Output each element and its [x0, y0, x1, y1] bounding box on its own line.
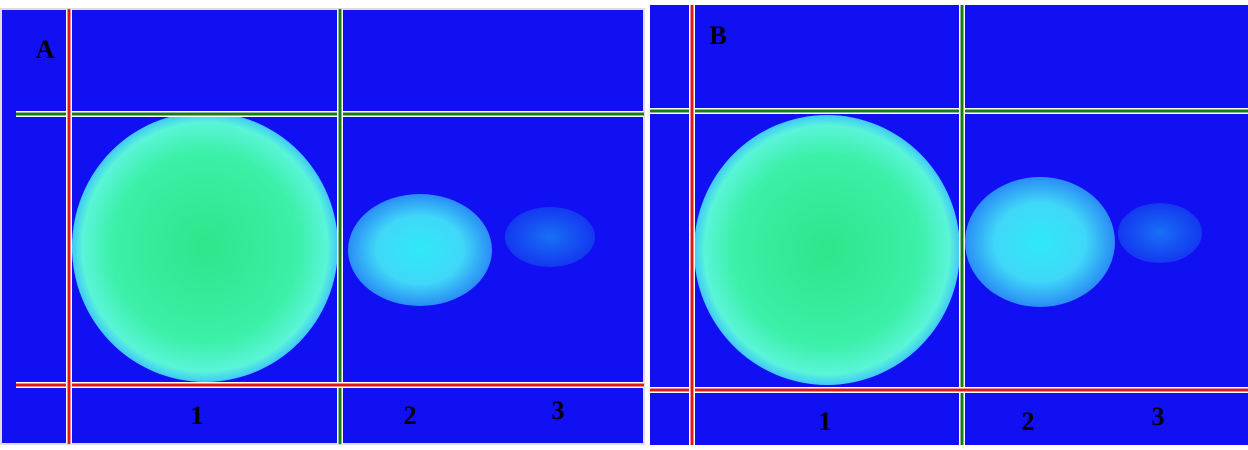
spot [694, 115, 960, 385]
figure: A 1 2 3 B 1 2 3 [0, 0, 1248, 445]
spot [505, 207, 595, 267]
region-label: 1 [819, 407, 832, 436]
region-label: 1 [191, 401, 204, 430]
region-label: 3 [1152, 402, 1165, 431]
page: A 1 2 3 B 1 2 3 (() => { const data = JS… [0, 0, 1248, 445]
spot [348, 194, 492, 306]
spot [1118, 203, 1202, 263]
spot [965, 177, 1115, 307]
region-label: 2 [404, 401, 417, 430]
panel-label: B [709, 21, 726, 50]
spot [72, 112, 338, 382]
region-label: 3 [552, 396, 565, 425]
panel-a: A 1 2 3 [1, 9, 644, 444]
panel-label: A [36, 35, 55, 64]
panel-b: B 1 2 3 [650, 5, 1248, 445]
region-label: 2 [1022, 407, 1035, 436]
